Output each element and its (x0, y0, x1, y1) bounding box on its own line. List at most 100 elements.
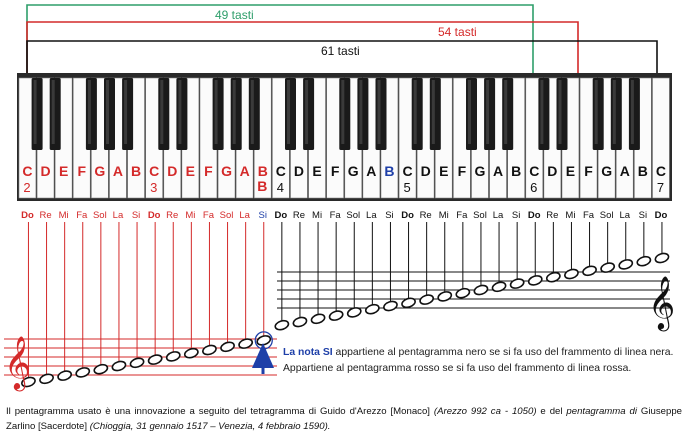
key-letter: A (493, 163, 503, 179)
black-key (49, 78, 61, 150)
note-head (165, 351, 181, 362)
black-key-shine (612, 80, 616, 144)
key-letter: F (584, 163, 593, 179)
caption-part1: Il pentagramma usato è una innovazione a… (6, 406, 434, 417)
caption-part6: (Chioggia, 31 gennaio 1517 – Venezia, 4 … (89, 421, 331, 432)
black-key-shine (33, 80, 37, 144)
black-key (230, 78, 242, 150)
black-key-shine (377, 80, 381, 144)
black-key (592, 78, 604, 150)
black-key (285, 78, 296, 150)
key-labels: C D E F G A B C D E F G A B C D E F G A B C D E F G A B C D E F G A B CB2 3 4… (22, 163, 666, 195)
solfege-label: Mi (59, 210, 69, 221)
key-letter: F (331, 163, 340, 179)
black-key (303, 78, 315, 150)
key-letter: A (113, 163, 123, 179)
solfege-label: La (113, 210, 124, 221)
note-head (57, 370, 73, 381)
key-letter: D (167, 163, 177, 179)
key-letter: B (511, 163, 521, 179)
key-letter: B (258, 163, 268, 179)
solfege-label: Re (546, 210, 558, 221)
staves (4, 271, 670, 376)
black-key-shine (431, 80, 435, 144)
note-lines (27, 222, 663, 382)
black-key (375, 78, 387, 150)
note-head (564, 268, 579, 280)
note-head (93, 363, 109, 375)
solfege-label: Fa (203, 210, 215, 221)
treble-clef-icon: 𝄞 (648, 275, 675, 331)
key-letter: B (384, 163, 394, 179)
note-head (238, 338, 254, 349)
solfege-label: Fa (76, 210, 88, 221)
key-letter: A (240, 163, 250, 179)
description-text: appartiene al pentagramma nero se si fa … (283, 347, 674, 374)
note-head (147, 354, 163, 365)
treble-clef-icon: 𝄞 (4, 335, 31, 391)
description: La nota SI appartiene al pentagramma ner… (283, 345, 683, 376)
black-key (411, 78, 423, 150)
octave-number: 2 (23, 180, 30, 195)
note-head (437, 291, 453, 302)
black-key-shine (87, 80, 91, 144)
solfege-label: La (239, 210, 250, 221)
black-key (122, 78, 134, 150)
solfege-label: Do (401, 210, 414, 221)
solfege-label: Si (385, 210, 393, 221)
solfege-label: Mi (185, 210, 195, 221)
black-key (502, 78, 514, 150)
solfege-label: Do (528, 210, 541, 221)
note-head (654, 252, 670, 264)
black-key-shine (486, 80, 490, 144)
solfege-label: Re (293, 210, 305, 221)
range-54-label: 54 tasti (438, 25, 477, 39)
key-letter: A (366, 163, 376, 179)
key-letter: C (402, 163, 412, 179)
solfege-label: Sol (93, 210, 107, 221)
solfege-label: Si (132, 210, 140, 221)
key-letter: G (475, 163, 486, 179)
key-letter: E (566, 163, 575, 179)
key-letter: D (294, 163, 304, 179)
key-letter: E (186, 163, 195, 179)
key-letter: C (276, 163, 286, 179)
black-key (248, 78, 260, 150)
solfege-label: Do (275, 210, 288, 221)
description-highlight: La nota SI (283, 347, 333, 358)
caption: Il pentagramma usato è una innovazione a… (6, 404, 682, 434)
key-letter-extra-b: B (257, 178, 267, 194)
black-key-shine (359, 80, 363, 144)
note-head (220, 341, 235, 353)
black-key (104, 78, 115, 150)
key-letter: E (59, 163, 68, 179)
key-letter: C (22, 163, 32, 179)
black-key-shine (124, 80, 128, 144)
key-letter: C (656, 163, 666, 179)
key-letter: F (458, 163, 467, 179)
solfege-label: Fa (330, 210, 342, 221)
key-letter: D (421, 163, 431, 179)
caption-part2: (Arezzo 992 ca - 1050) (433, 406, 537, 417)
key-letter: F (204, 163, 213, 179)
black-key-shine (504, 80, 508, 144)
note-head (401, 297, 416, 309)
solfege-label: Sol (220, 210, 234, 221)
solfege-label: Do (21, 210, 34, 221)
range-61-bracket (26, 40, 658, 73)
solfege-label: La (366, 210, 377, 221)
solfege-label: Mi (312, 210, 322, 221)
black-key (556, 78, 568, 150)
note-head (346, 307, 362, 318)
note-head (39, 373, 54, 385)
solfege-label: Do (655, 210, 668, 221)
note-head (509, 278, 525, 289)
white-key (652, 77, 670, 199)
black-key-shine (160, 80, 164, 144)
note-head (274, 319, 290, 331)
solfege-label: Si (512, 210, 520, 221)
solfege-label: Sol (346, 210, 360, 221)
range-49-label: 49 tasti (215, 8, 254, 22)
range-54-bracket (26, 21, 579, 73)
note-head (310, 313, 326, 325)
